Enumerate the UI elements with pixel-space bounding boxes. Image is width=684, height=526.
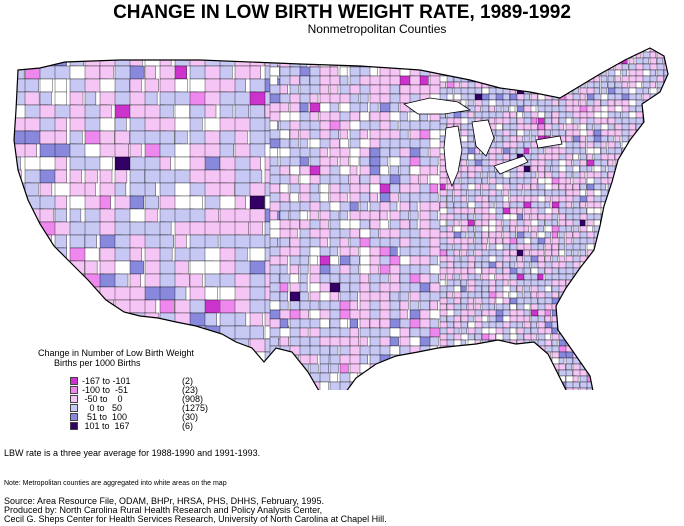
legend-range: 101 to 167 xyxy=(82,420,130,431)
legend-range: 51 to 100 xyxy=(82,411,128,422)
legend-range: -167 to -101 xyxy=(82,375,131,386)
legend-range: 0 to 50 xyxy=(82,402,123,413)
legend-range: -50 to 0 xyxy=(82,393,123,404)
legend-item: 101 to 167 (6) xyxy=(38,420,212,431)
lake-superior xyxy=(403,97,472,115)
legend-subtitle: Births per 1000 Births xyxy=(54,358,141,368)
legend-count: (1275) xyxy=(182,402,209,413)
legend-item: 0 to 50 (1275) xyxy=(38,402,212,413)
lake-huron xyxy=(471,119,495,157)
legend-swatch xyxy=(70,403,78,412)
map-title: CHANGE IN LOW BIRTH WEIGHT RATE, 1989-19… xyxy=(113,2,571,23)
lake-ontario xyxy=(535,135,563,149)
legend-item: -50 to 0 (908) xyxy=(38,393,212,404)
legend-swatch xyxy=(70,412,78,421)
metro-note: Note: Metropolitan counties are aggregat… xyxy=(4,480,227,487)
legend-swatch xyxy=(70,385,78,394)
legend-item: 51 to 100 (30) xyxy=(38,411,212,422)
legend-swatch xyxy=(70,376,78,385)
producer-line: Produced by: North Carolina Rural Health… xyxy=(4,505,323,515)
legend-title: Change in Number of Low Birth Weight xyxy=(38,348,194,358)
source-credits: Source: Area Resource File, ODAM, BHPr, … xyxy=(4,497,387,524)
legend-range: -100 to -51 xyxy=(82,384,129,395)
rate-note: LBW rate is a three year average for 198… xyxy=(4,448,261,458)
map-subtitle: Nonmetropolitan Counties xyxy=(307,22,447,36)
center-line: Cecil G. Sheps Center for Health Service… xyxy=(4,514,387,524)
legend-count: (30) xyxy=(182,411,199,422)
legend-count: (6) xyxy=(182,420,193,431)
source-line: Source: Area Resource File, ODAM, BHPr, … xyxy=(4,496,324,506)
legend-swatch xyxy=(70,421,78,430)
legend-items: -167 to -101 (2) -100 to -51 (23) -50 to 0 (… xyxy=(38,375,212,431)
lake-michigan xyxy=(443,125,463,188)
lake-erie xyxy=(493,155,529,175)
legend-item: -100 to -51 (23) xyxy=(38,384,212,395)
map-legend: Change in Number of Low Birth Weight Bir… xyxy=(38,348,212,431)
legend-count: (2) xyxy=(182,375,193,386)
us-county-choropleth-map xyxy=(13,47,669,390)
legend-swatch xyxy=(70,394,78,403)
legend-item: -167 to -101 (2) xyxy=(38,375,212,386)
county-cells xyxy=(14,48,668,390)
legend-count: (23) xyxy=(182,384,199,395)
legend-count: (908) xyxy=(182,393,204,404)
